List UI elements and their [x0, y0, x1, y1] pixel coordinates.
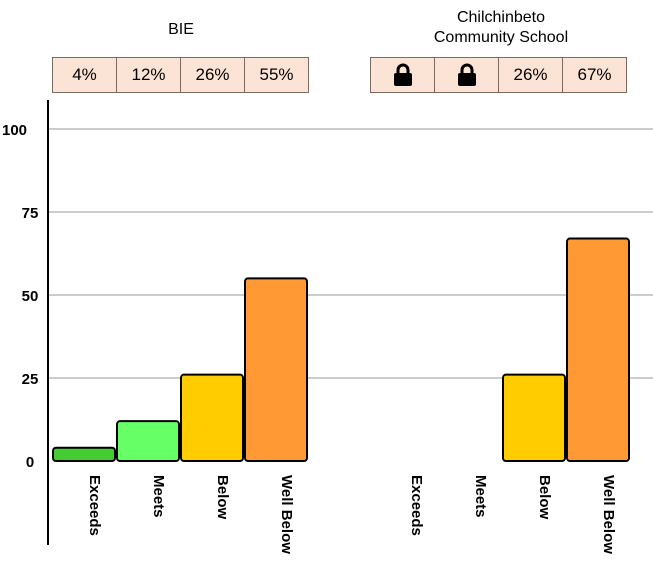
group-title-line-2: Community School	[433, 29, 569, 46]
group-title-chilchinbeto: Chilchinbeto Community School	[370, 8, 632, 48]
percent-strip-bie: 4% 12% 26% 55%	[52, 57, 309, 95]
category-label: Meets	[472, 475, 489, 518]
bar-0-meets	[116, 420, 180, 463]
lock-icon	[434, 57, 499, 93]
percent-cell: 12%	[116, 57, 181, 93]
y-tick-label: 0	[26, 454, 34, 471]
y-tick-label: 100	[2, 122, 27, 139]
y-tick-label: 75	[22, 205, 39, 222]
percent-cell: 26%	[180, 57, 245, 93]
bar-0-well-below	[244, 277, 308, 462]
category-label: Below	[536, 475, 553, 520]
y-tick-label: 50	[22, 288, 39, 305]
percent-cell: 55%	[244, 57, 309, 93]
group-title-bie: BIE	[168, 21, 194, 38]
percent-strip-chilchinbeto: 26% 67%	[370, 57, 627, 95]
percent-cell: 26%	[498, 57, 563, 93]
group-title-line-1: Chilchinbeto	[456, 9, 546, 26]
bar-1-below	[502, 373, 566, 462]
category-label: Exceeds	[408, 475, 425, 536]
bar-0-exceeds	[52, 446, 116, 463]
bar-0-below	[180, 373, 244, 462]
category-label: Well Below	[600, 475, 617, 554]
category-label: Exceeds	[86, 475, 103, 536]
category-label: Well Below	[278, 475, 295, 554]
category-label: Meets	[150, 475, 167, 518]
lock-icon	[370, 57, 435, 93]
bar-1-well-below	[566, 237, 630, 462]
percent-cell: 4%	[52, 57, 117, 93]
category-label: Below	[214, 475, 231, 520]
y-tick-label: 25	[22, 371, 39, 388]
percent-cell: 67%	[562, 57, 627, 93]
